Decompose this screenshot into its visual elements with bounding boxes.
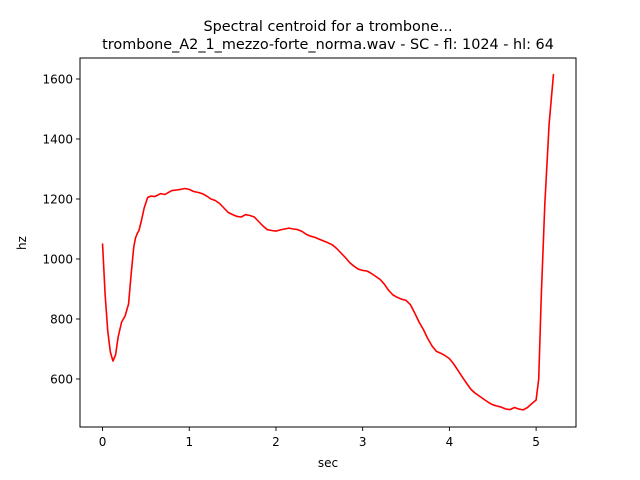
y-tick-label: 800: [50, 312, 73, 326]
x-axis-ticks: 0 1 2 3 4 5: [99, 427, 540, 449]
axes-frame: [79, 57, 577, 428]
y-tick-label: 1400: [42, 132, 73, 146]
y-axis-label: hz: [15, 236, 29, 250]
x-axis-label: sec: [318, 456, 338, 470]
spectral-centroid-line: [101, 73, 555, 411]
series-group: [101, 73, 555, 411]
y-tick-label: 1200: [42, 192, 73, 206]
y-tick-label: 600: [50, 372, 73, 386]
x-tick-label: 4: [446, 435, 454, 449]
y-tick-label: 1600: [42, 72, 73, 86]
chart-title: Spectral centroid for a trombone...: [203, 19, 452, 35]
x-tick-label: 0: [99, 435, 107, 449]
x-tick-label: 2: [272, 435, 280, 449]
x-tick-label: 3: [359, 435, 367, 449]
chart-subtitle: trombone_A2_1_mezzo-forte_norma.wav - SC…: [102, 37, 554, 53]
plot-area: 0 1 2 3 4 5 600 800 1000 1200 1400 1600: [42, 57, 577, 449]
y-axis-ticks: 600 800 1000 1200 1400 1600: [42, 72, 80, 386]
y-tick-label: 1000: [42, 252, 73, 266]
x-tick-label: 1: [185, 435, 193, 449]
x-tick-label: 5: [532, 435, 540, 449]
